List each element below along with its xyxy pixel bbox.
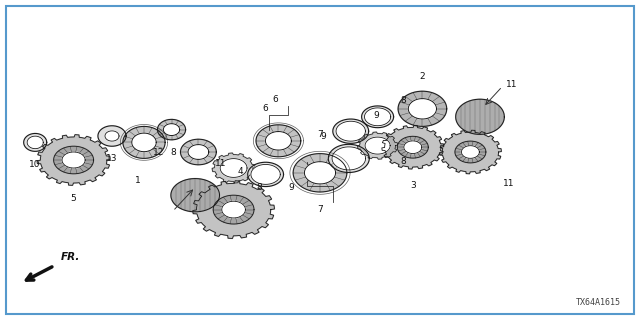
Polygon shape bbox=[37, 135, 110, 185]
Polygon shape bbox=[305, 162, 335, 184]
Polygon shape bbox=[398, 91, 447, 126]
Text: 3: 3 bbox=[410, 181, 415, 190]
Polygon shape bbox=[461, 146, 479, 158]
Polygon shape bbox=[358, 132, 397, 159]
Text: 8: 8 bbox=[257, 183, 262, 192]
Text: 5: 5 bbox=[71, 194, 76, 203]
Polygon shape bbox=[212, 153, 255, 183]
Polygon shape bbox=[132, 133, 156, 152]
Text: 10: 10 bbox=[29, 160, 41, 169]
Polygon shape bbox=[293, 154, 347, 192]
Text: 7: 7 bbox=[317, 130, 323, 139]
Polygon shape bbox=[365, 137, 390, 154]
Polygon shape bbox=[408, 99, 436, 119]
Text: 7: 7 bbox=[317, 205, 323, 214]
Text: 9: 9 bbox=[374, 111, 379, 120]
Polygon shape bbox=[332, 147, 365, 170]
Polygon shape bbox=[333, 119, 369, 143]
Polygon shape bbox=[180, 139, 216, 165]
Text: 11: 11 bbox=[215, 159, 227, 168]
Polygon shape bbox=[62, 152, 85, 168]
Polygon shape bbox=[362, 106, 394, 128]
Text: FR.: FR. bbox=[61, 252, 80, 262]
Polygon shape bbox=[123, 126, 165, 158]
Polygon shape bbox=[157, 119, 186, 140]
Text: 6: 6 bbox=[263, 104, 268, 113]
Polygon shape bbox=[440, 130, 501, 174]
Polygon shape bbox=[54, 146, 93, 174]
Polygon shape bbox=[365, 108, 390, 126]
Polygon shape bbox=[188, 145, 209, 159]
Polygon shape bbox=[193, 181, 275, 238]
Polygon shape bbox=[397, 136, 428, 158]
Polygon shape bbox=[455, 141, 486, 163]
Polygon shape bbox=[398, 91, 447, 126]
Polygon shape bbox=[256, 125, 301, 157]
Polygon shape bbox=[171, 179, 220, 212]
Polygon shape bbox=[266, 132, 291, 150]
Polygon shape bbox=[404, 141, 422, 154]
Polygon shape bbox=[24, 133, 47, 151]
Polygon shape bbox=[213, 195, 254, 224]
Text: 8: 8 bbox=[401, 96, 406, 105]
Text: 8: 8 bbox=[401, 157, 406, 166]
Text: 9: 9 bbox=[321, 132, 326, 140]
Text: 6: 6 bbox=[273, 95, 278, 104]
Polygon shape bbox=[336, 121, 365, 141]
Polygon shape bbox=[248, 162, 284, 187]
Polygon shape bbox=[220, 159, 247, 177]
Text: TX64A1615: TX64A1615 bbox=[576, 298, 621, 307]
Text: 11: 11 bbox=[506, 80, 518, 89]
Text: 1: 1 bbox=[135, 176, 140, 185]
Polygon shape bbox=[105, 131, 119, 141]
Polygon shape bbox=[328, 144, 369, 172]
Polygon shape bbox=[163, 124, 180, 136]
Polygon shape bbox=[98, 126, 126, 146]
Polygon shape bbox=[27, 136, 44, 149]
Text: 8: 8 bbox=[170, 148, 175, 156]
Text: 11: 11 bbox=[503, 180, 515, 188]
Text: 13: 13 bbox=[106, 154, 118, 163]
Polygon shape bbox=[382, 125, 444, 169]
Polygon shape bbox=[456, 99, 504, 134]
Text: 2: 2 bbox=[420, 72, 425, 81]
Text: 4: 4 bbox=[237, 167, 243, 176]
Text: 9: 9 bbox=[289, 183, 294, 192]
Polygon shape bbox=[222, 201, 246, 218]
Polygon shape bbox=[251, 164, 280, 184]
Text: 12: 12 bbox=[153, 148, 164, 156]
